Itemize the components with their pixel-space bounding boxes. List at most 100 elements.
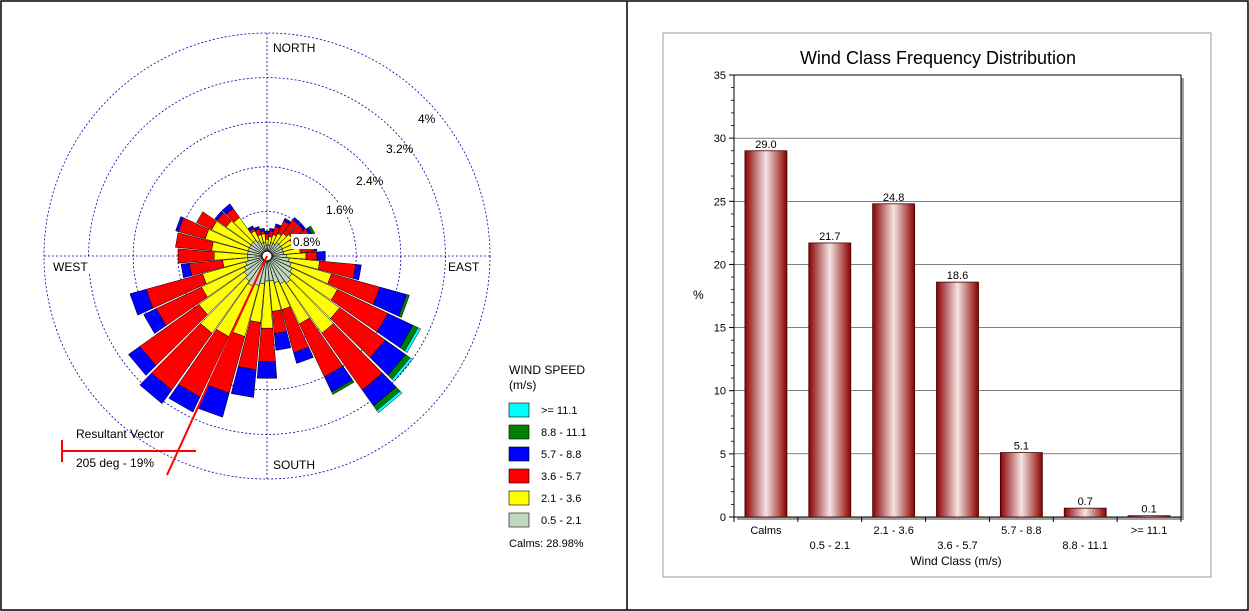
x-tick-label-4: 5.7 - 8.8 [1001, 525, 1041, 537]
rose-petal-60-bin-4 [307, 225, 316, 235]
y-tick-label-6: 30 [714, 133, 726, 145]
rose-petal-120-bin-5 [404, 327, 421, 353]
y-tick-label-5: 25 [714, 196, 726, 208]
y-tick-label-7: 35 [714, 70, 726, 82]
bar-2 [872, 203, 916, 518]
rose-petal-140-bin-5 [376, 390, 403, 414]
east-label-bg [446, 258, 484, 273]
y-tick-label-0: 0 [720, 512, 726, 524]
y-tick-label-2: 10 [714, 386, 726, 398]
resultant-vector-label: Resultant Vector [76, 427, 164, 441]
rose-petal-290-bin-3 [175, 216, 184, 232]
bar-value-label-5: 0.7 [1078, 496, 1093, 508]
rose-petals [128, 203, 421, 418]
bar-chart-title: Wind Class Frequency Distribution [800, 48, 1076, 68]
legend: >= 11.1 8.8 - 11.1 5.7 - 8.8 3.6 - 5.7 2.1 -… [508, 402, 587, 528]
bars: 29.0 21.7 24.8 18.6 5.1 0.7 0.1 [744, 139, 1171, 518]
y-tick-label-1: 5 [720, 449, 726, 461]
x-axis-ticks: Calms 0.5 - 2.1 2.1 - 3.6 3.6 - 5.7 5.7 - 8.… [733, 517, 1182, 552]
rose-petal-300-bin-2 [196, 211, 217, 231]
rose-petal-180-bin-2 [258, 327, 276, 362]
x-tick-label-3: 3.6 - 5.7 [937, 540, 977, 552]
bar-0 [744, 150, 788, 518]
bar-value-label-6: 0.1 [1141, 504, 1156, 516]
legend-swatch-0 [508, 402, 530, 418]
ring-label-3: 3.2% [386, 142, 414, 156]
rose-petal-350-bin-3 [259, 227, 265, 232]
legend-label-2: 5.7 - 8.8 [541, 449, 581, 461]
rose-petal-130-bin-5 [391, 357, 413, 382]
rose-petal-260-bin-3 [180, 263, 192, 279]
rose-petal-110-bin-4 [398, 294, 410, 318]
legend-label-4: 2.1 - 3.6 [541, 493, 581, 505]
y-axis-label: % [693, 288, 704, 302]
bar-4 [999, 452, 1043, 518]
x-tick-label-1: 0.5 - 2.1 [810, 540, 850, 552]
bar-5 [1063, 507, 1107, 518]
rose-petal-150-bin-4 [331, 379, 355, 395]
legend-label-1: 8.8 - 11.1 [541, 427, 587, 439]
ring-label-0: 0.8% [293, 235, 321, 249]
rose-center [261, 250, 273, 262]
north-label: NORTH [273, 41, 315, 55]
legend-unit: (m/s) [509, 378, 536, 392]
bar-value-label-1: 21.7 [819, 231, 840, 243]
legend-swatch-2 [508, 446, 530, 462]
west-label-bg [51, 258, 93, 273]
rose-petal-320-bin-3 [221, 203, 234, 215]
rose-petal-330-bin-3 [247, 225, 255, 232]
bar-chart: Wind Class Frequency Distribution 0 5 10 15… [662, 32, 1212, 578]
rose-petal-90-bin-3 [316, 251, 326, 261]
x-axis-label: Wind Class (m/s) [910, 554, 1001, 568]
x-tick-label-0: Calms [750, 525, 782, 537]
legend-title: WIND SPEED [509, 363, 585, 377]
rose-petal-10-bin-3 [269, 227, 275, 232]
resultant-vector-line [166, 255, 268, 476]
rose-petal-0-bin-3 [264, 230, 270, 235]
bar-3 [936, 281, 979, 518]
x-tick-label-5: 8.8 - 11.1 [1062, 540, 1108, 552]
rose-petal-100-bin-3 [353, 264, 362, 281]
resultant-vector-value: 205 deg - 19% [76, 456, 154, 470]
bar-value-label-3: 18.6 [947, 270, 968, 282]
rose-petal-90-bin-2 [305, 251, 318, 261]
rose-petal-310-bin-3 [214, 210, 224, 221]
legend-label-5: 0.5 - 2.1 [541, 515, 581, 527]
legend-label-0: >= 11.1 [541, 405, 578, 417]
bar-value-label-0: 29.0 [755, 139, 776, 151]
wind-rose: NORTH SOUTH EAST WEST 0.8% 1.6% 2.4% 3.2… [43, 32, 587, 550]
ring-label-bg-1 [324, 202, 358, 217]
x-tick-label-6: >= 11.1 [1131, 525, 1168, 537]
bar-value-label-2: 24.8 [883, 192, 904, 204]
rose-petal-230-bin-3 [128, 346, 157, 376]
x-tick-label-2: 2.1 - 3.6 [873, 525, 913, 537]
ring-label-2: 2.4% [356, 174, 384, 188]
south-label-bg [270, 457, 318, 472]
calms-label: Calms: 28.98% [509, 538, 584, 550]
rose-petal-210-bin-3 [168, 384, 201, 413]
legend-swatch-5 [508, 512, 530, 528]
ring-label-1: 1.6% [326, 203, 354, 217]
legend-swatch-3 [508, 468, 530, 484]
north-label-bg [270, 40, 318, 55]
rose-petal-180-bin-3 [256, 361, 278, 379]
rose-petal-190-bin-3 [230, 366, 257, 398]
rose-petal-340-bin-3 [253, 226, 260, 232]
rose-petal-30-bin-3 [283, 217, 292, 225]
y-axis-ticks: 0 5 10 15 20 25 30 35 [714, 70, 734, 524]
rose-petal-270-bin-2 [177, 248, 215, 264]
rose-petal-0-bin-2 [264, 233, 270, 240]
south-label: SOUTH [273, 458, 315, 472]
rose-petal-20-bin-3 [274, 223, 282, 229]
bar-6 [1127, 515, 1171, 518]
rose-petal-170-bin-3 [274, 331, 292, 351]
rose-petal-220-bin-3 [139, 372, 173, 405]
y-tick-label-4: 20 [714, 259, 726, 271]
rose-petal-250-bin-3 [129, 288, 154, 316]
legend-label-3: 3.6 - 5.7 [541, 471, 581, 483]
ring-label-4: 4% [418, 112, 436, 126]
bar-1 [808, 242, 852, 518]
rose-petal-240-bin-3 [143, 308, 167, 334]
